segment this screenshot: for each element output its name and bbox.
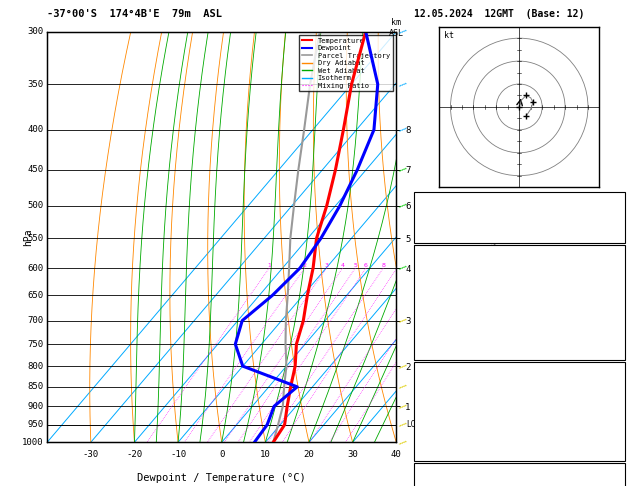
Text: 650: 650 xyxy=(28,291,43,300)
Text: CIN (J): CIN (J) xyxy=(417,447,454,455)
Text: 750: 750 xyxy=(28,340,43,348)
Text: 302: 302 xyxy=(606,399,621,407)
Text: LCL: LCL xyxy=(407,420,421,429)
Text: 400: 400 xyxy=(28,125,43,134)
Text: Dewp (°C): Dewp (°C) xyxy=(417,281,464,290)
Text: 1000: 1000 xyxy=(22,438,43,447)
Text: EH: EH xyxy=(417,484,428,486)
Text: /: / xyxy=(396,315,406,326)
Text: CAPE (J): CAPE (J) xyxy=(417,431,459,439)
Text: θₑ (K): θₑ (K) xyxy=(417,399,448,407)
Text: hPa: hPa xyxy=(23,228,33,246)
Text: 800: 800 xyxy=(28,362,43,371)
Text: K: K xyxy=(417,196,422,205)
Text: 450: 450 xyxy=(28,165,43,174)
Text: CAPE (J): CAPE (J) xyxy=(417,330,459,338)
Text: 14: 14 xyxy=(611,484,621,486)
Text: Surface: Surface xyxy=(501,249,538,258)
Text: 0: 0 xyxy=(616,346,621,354)
Text: Dewpoint / Temperature (°C): Dewpoint / Temperature (°C) xyxy=(137,473,306,483)
Text: 9: 9 xyxy=(616,313,621,322)
Text: Pressure (mb): Pressure (mb) xyxy=(417,382,486,391)
Text: 550: 550 xyxy=(28,234,43,243)
Text: 8: 8 xyxy=(381,263,385,268)
Text: Temp (°C): Temp (°C) xyxy=(417,265,464,274)
Text: 7.5: 7.5 xyxy=(606,281,621,290)
Text: -5: -5 xyxy=(611,196,621,205)
Text: 950: 950 xyxy=(28,420,43,429)
Text: ASL: ASL xyxy=(389,29,404,38)
Text: 4: 4 xyxy=(340,263,345,268)
Text: 500: 500 xyxy=(28,201,43,210)
Text: 0: 0 xyxy=(616,330,621,338)
Text: 10: 10 xyxy=(260,451,270,459)
Text: Totals Totals: Totals Totals xyxy=(417,212,486,221)
Text: -37°00'S  174°4B'E  79m  ASL: -37°00'S 174°4B'E 79m ASL xyxy=(47,9,222,19)
Text: /: / xyxy=(396,437,406,447)
Text: -10: -10 xyxy=(170,451,186,459)
Text: -30: -30 xyxy=(83,451,99,459)
Text: 301: 301 xyxy=(606,297,621,306)
Text: 300: 300 xyxy=(28,27,43,36)
Text: /: / xyxy=(396,382,406,392)
Text: CIN (J): CIN (J) xyxy=(417,346,454,354)
Text: 8: 8 xyxy=(616,415,621,423)
Text: 1000: 1000 xyxy=(601,382,621,391)
Text: θₑ(K): θₑ(K) xyxy=(417,297,443,306)
Text: /: / xyxy=(396,361,406,371)
Text: Lifted Index: Lifted Index xyxy=(417,415,480,423)
Text: /: / xyxy=(396,401,406,411)
Text: Most Unstable: Most Unstable xyxy=(485,366,554,375)
Text: 11.8: 11.8 xyxy=(601,265,621,274)
Text: 1.15: 1.15 xyxy=(601,228,621,237)
Text: 40: 40 xyxy=(611,212,621,221)
Text: 0: 0 xyxy=(616,431,621,439)
Text: /: / xyxy=(396,27,406,36)
Text: 12.05.2024  12GMT  (Base: 12): 12.05.2024 12GMT (Base: 12) xyxy=(414,9,584,19)
Text: /: / xyxy=(396,420,406,430)
Text: /: / xyxy=(396,125,406,135)
Legend: Temperature, Dewpoint, Parcel Trajectory, Dry Adiabat, Wet Adiabat, Isotherm, Mi: Temperature, Dewpoint, Parcel Trajectory… xyxy=(299,35,392,91)
Text: 600: 600 xyxy=(28,263,43,273)
Text: Hodograph: Hodograph xyxy=(496,468,543,476)
Text: /: / xyxy=(396,201,406,211)
Text: 900: 900 xyxy=(28,402,43,411)
Text: /: / xyxy=(396,79,406,89)
Text: Lifted Index: Lifted Index xyxy=(417,313,480,322)
Text: Mixing Ratio (g/kg): Mixing Ratio (g/kg) xyxy=(489,193,499,281)
Text: 850: 850 xyxy=(28,382,43,391)
Text: 30: 30 xyxy=(347,451,358,459)
Text: km: km xyxy=(391,18,401,28)
Text: 3: 3 xyxy=(325,263,328,268)
Text: PW (cm): PW (cm) xyxy=(417,228,454,237)
Text: 2: 2 xyxy=(303,263,306,268)
Text: -20: -20 xyxy=(126,451,143,459)
Text: kt: kt xyxy=(443,31,454,40)
Text: 40: 40 xyxy=(391,451,402,459)
Text: 5: 5 xyxy=(353,263,357,268)
Text: /: / xyxy=(396,263,406,273)
Text: 1: 1 xyxy=(267,263,271,268)
Text: 20: 20 xyxy=(304,451,314,459)
Text: 6: 6 xyxy=(364,263,368,268)
Text: /: / xyxy=(396,165,406,175)
Text: 0: 0 xyxy=(219,451,225,459)
Text: 700: 700 xyxy=(28,316,43,325)
Text: 0: 0 xyxy=(616,447,621,455)
Text: 350: 350 xyxy=(28,80,43,88)
